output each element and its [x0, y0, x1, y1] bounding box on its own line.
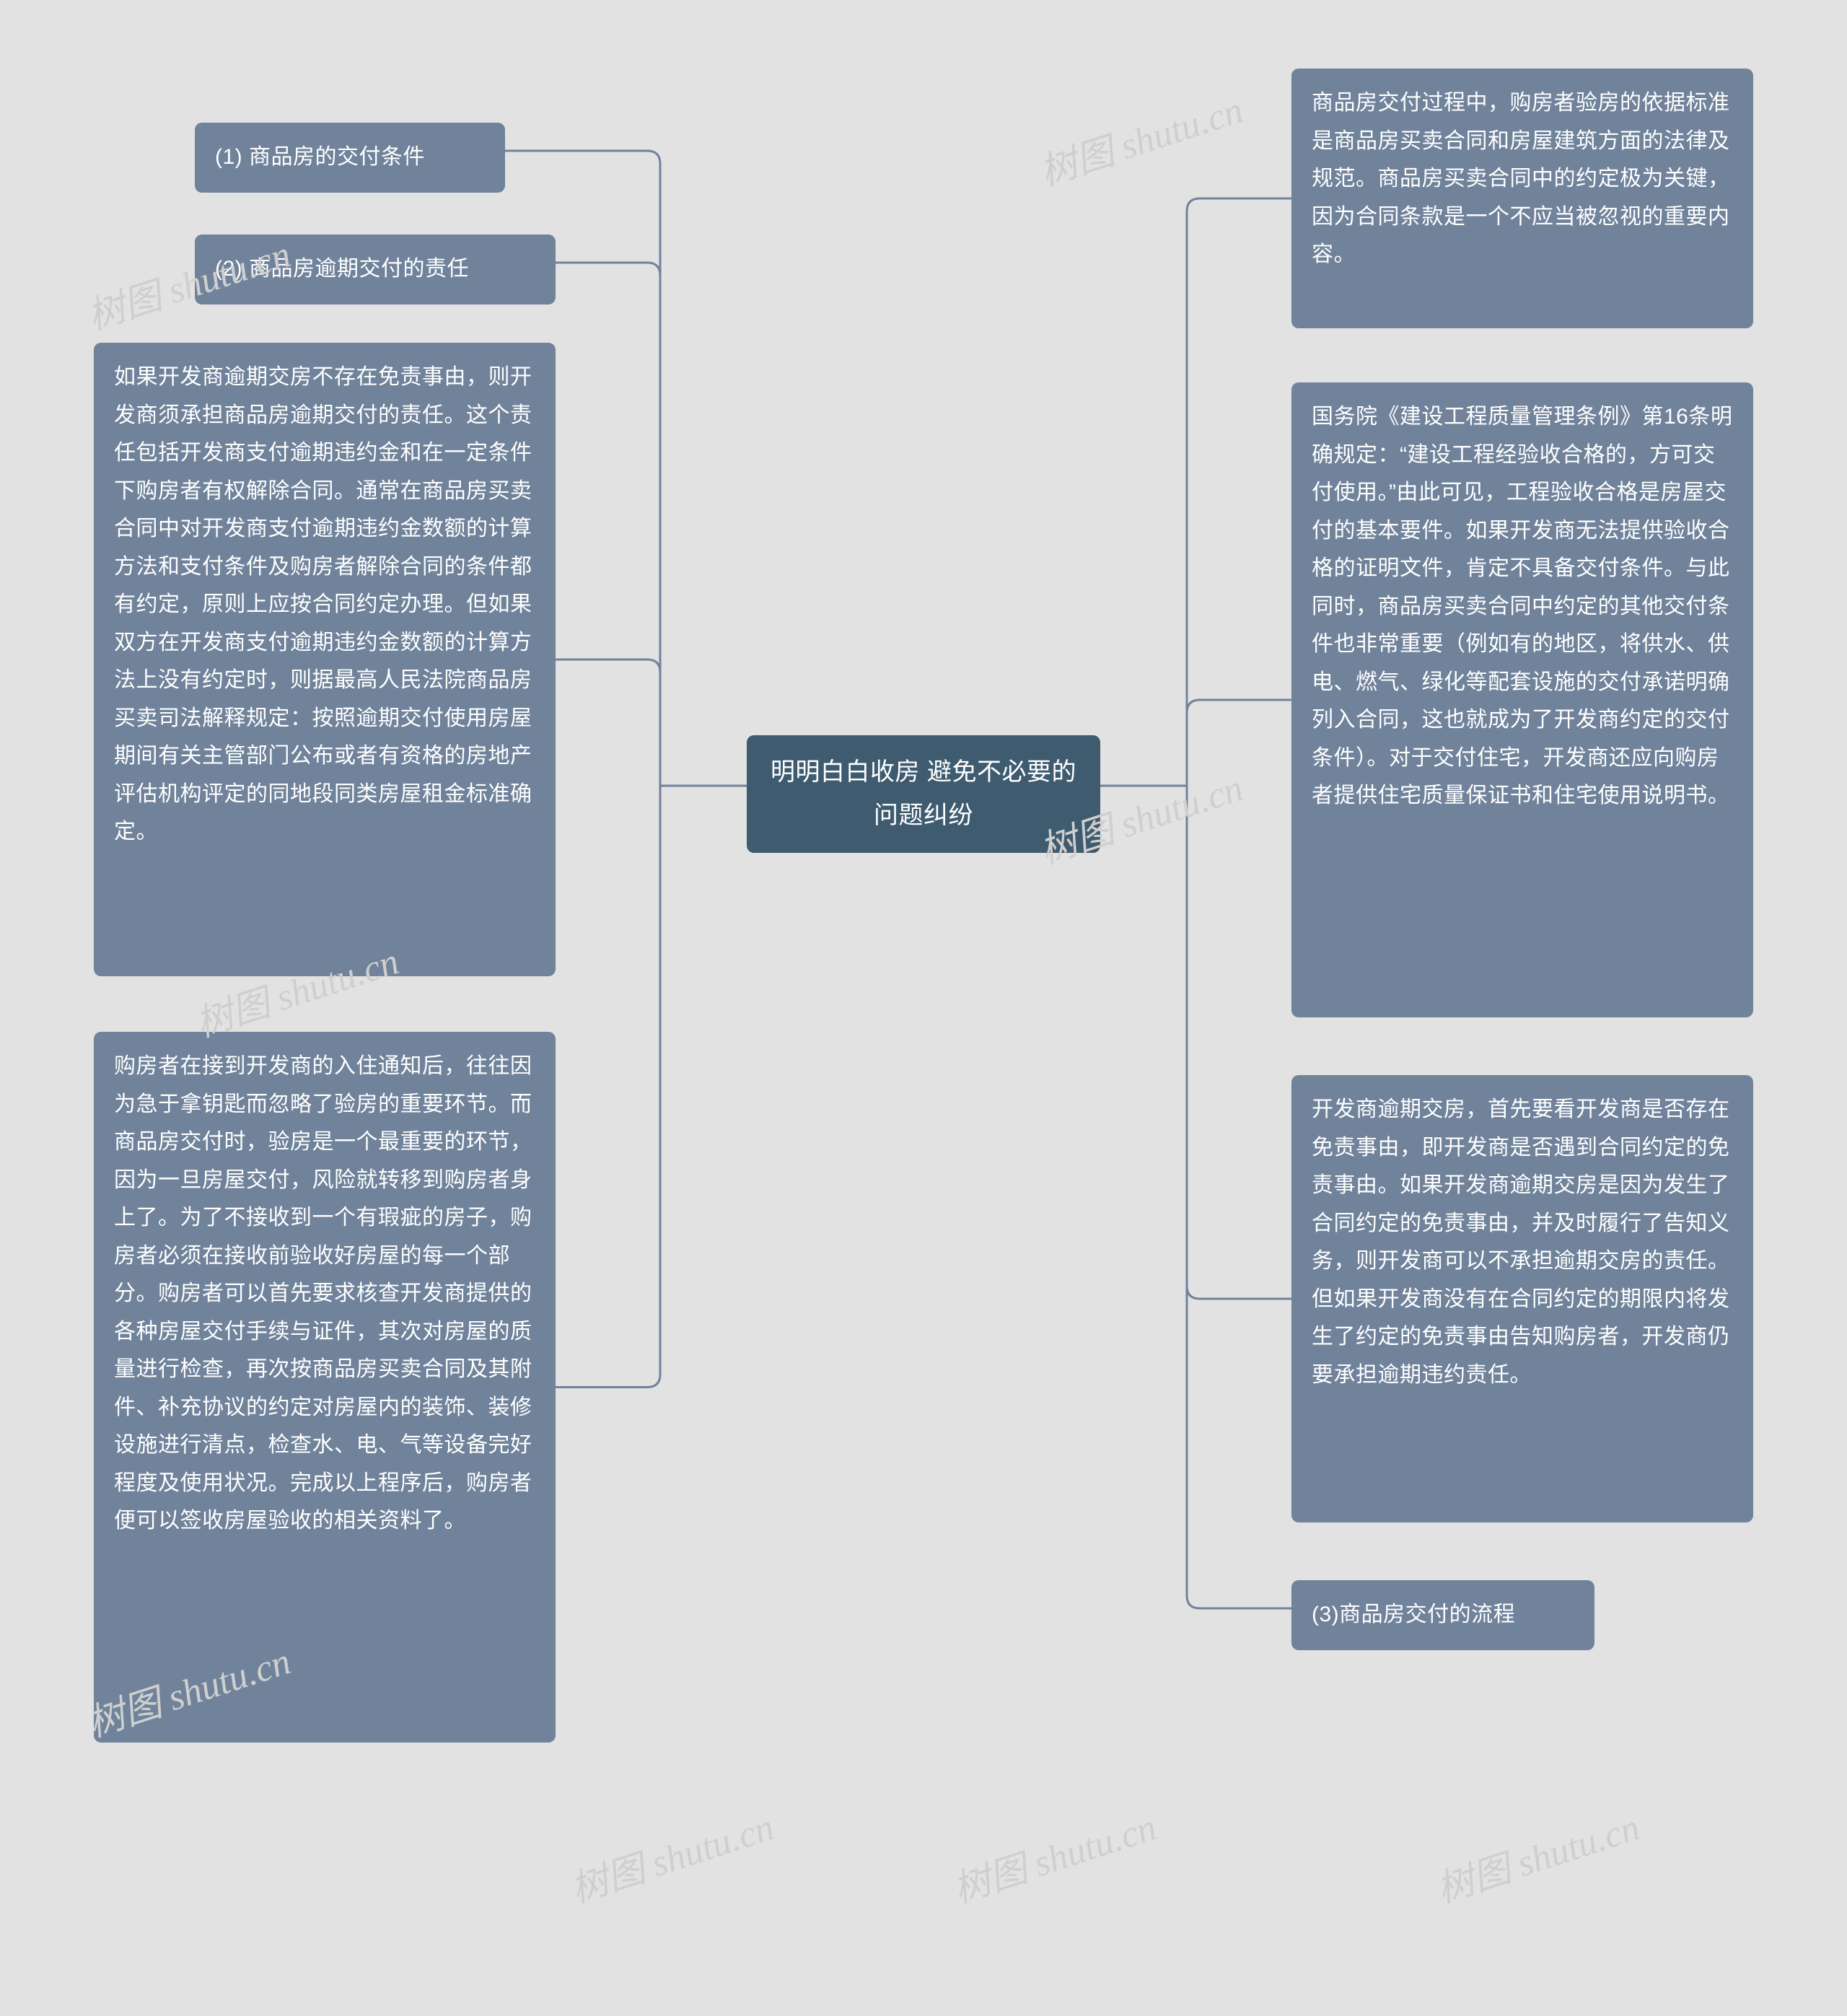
mindmap-node: 购房者在接到开发商的入住通知后，往往因为急于拿钥匙而忽略了验房的重要环节。而商品… [94, 1032, 556, 1743]
mindmap-node: (3)商品房交付的流程 [1291, 1580, 1594, 1650]
mindmap-center-node: 明明白白收房 避免不必要的问题纠纷 [747, 735, 1100, 853]
mindmap-node: 如果开发商逾期交房不存在免责事由，则开发商须承担商品房逾期交付的责任。这个责任包… [94, 343, 556, 976]
mindmap-node: 商品房交付过程中，购房者验房的依据标准是商品房买卖合同和房屋建筑方面的法律及规范… [1291, 69, 1753, 328]
mindmap-node: (1) 商品房的交付条件 [195, 123, 505, 193]
mindmap-node: (2) 商品房逾期交付的责任 [195, 235, 556, 304]
mindmap-node: 开发商逾期交房，首先要看开发商是否存在免责事由，即开发商是否遇到合同约定的免责事… [1291, 1075, 1753, 1522]
mindmap-node: 国务院《建设工程质量管理条例》第16条明确规定：“建设工程经验收合格的，方可交付… [1291, 382, 1753, 1017]
